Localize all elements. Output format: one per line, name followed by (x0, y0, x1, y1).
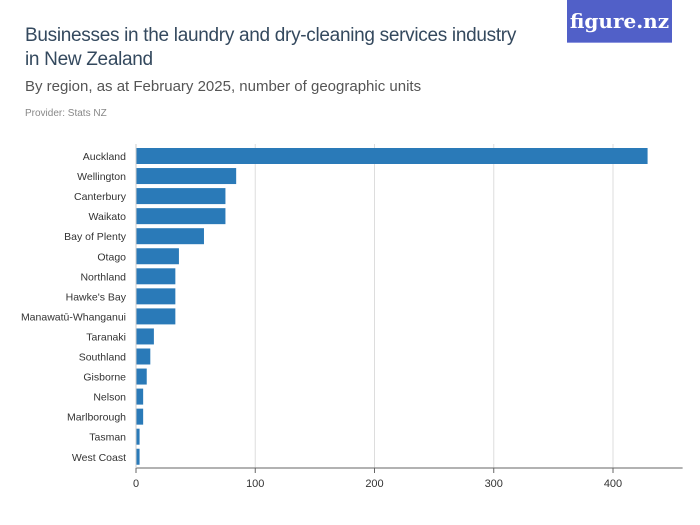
bar (136, 408, 144, 425)
category-label: Southland (79, 352, 126, 364)
bar (136, 288, 176, 305)
category-label: Waikato (88, 211, 126, 223)
category-label: Canterbury (74, 191, 127, 203)
category-label: Gisborne (83, 372, 126, 384)
bar (136, 248, 179, 265)
x-tick-label: 400 (604, 478, 622, 490)
bar (136, 208, 226, 225)
bar (136, 228, 204, 245)
category-label: Hawke's Bay (66, 291, 127, 303)
bar (136, 188, 226, 205)
bar (136, 448, 140, 465)
category-label: Marlborough (67, 412, 126, 424)
bar (136, 148, 648, 164)
bar (136, 348, 151, 365)
category-label: Bay of Plenty (64, 231, 127, 243)
bar (136, 368, 147, 385)
figure-nz-logo[interactable]: figure.nz (567, 0, 672, 43)
category-label: Wellington (77, 171, 126, 183)
x-tick-label: 200 (365, 478, 383, 490)
category-label: Otago (97, 251, 126, 263)
category-label: Tasman (89, 432, 126, 444)
category-label: Taranaki (86, 331, 126, 343)
bar (136, 268, 176, 285)
chart-title: Businesses in the laundry and dry-cleani… (25, 25, 517, 70)
category-label: Manawatū-Whanganui (21, 311, 126, 323)
chart-provider: Provider: Stats NZ (25, 108, 107, 119)
chart-subtitle: By region, as at February 2025, number o… (25, 78, 422, 95)
x-tick-label: 100 (246, 478, 264, 490)
bar (136, 388, 144, 405)
x-tick-label: 300 (485, 478, 503, 490)
category-label: West Coast (72, 452, 126, 464)
x-tick-label: 0 (133, 478, 139, 490)
category-label: Northland (80, 271, 126, 283)
category-label: Nelson (93, 392, 126, 404)
bar (136, 328, 154, 345)
bar (136, 168, 237, 185)
bar (136, 428, 140, 445)
bar (136, 308, 176, 325)
category-label: Auckland (83, 151, 126, 163)
